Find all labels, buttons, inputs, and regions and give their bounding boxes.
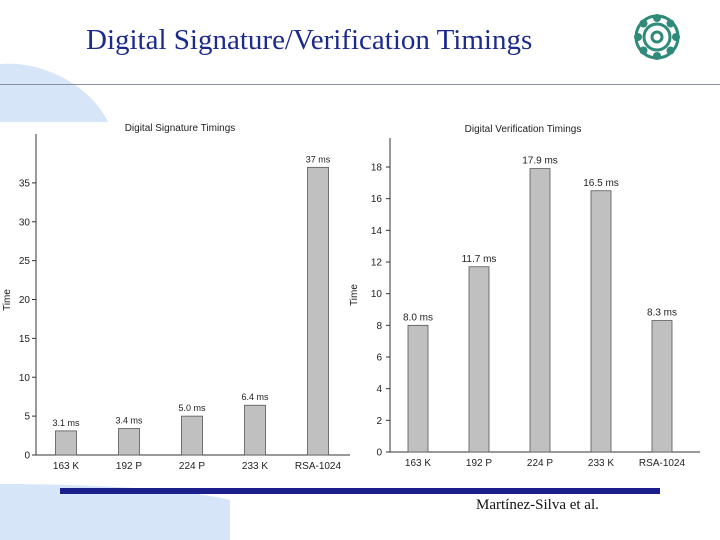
verification-y-tick-label: 10 (371, 289, 383, 300)
signature-bar-value-label: 5.0 ms (178, 403, 206, 413)
signature-bar-value-label: 3.4 ms (115, 416, 143, 426)
verification-bar-value-label: 8.3 ms (647, 308, 677, 319)
verification-category-label: 233 K (588, 458, 614, 469)
signature-bar (118, 428, 140, 456)
bottom-left-swoosh (0, 484, 230, 540)
verification-y-tick-label: 4 (376, 384, 382, 395)
verification-y-tick-label: 16 (371, 194, 383, 205)
verification-y-tick-label: 12 (371, 258, 383, 269)
signature-category-label: RSA-1024 (295, 461, 342, 472)
signature-chart-title: Digital Signature Timings (125, 123, 236, 134)
signature-category-label: 224 P (179, 461, 205, 472)
verification-bar (651, 320, 673, 453)
top-left-swoosh (0, 63, 108, 122)
signature-bar (307, 166, 329, 456)
footer-bar (60, 488, 660, 494)
verification-y-axis-label: Time (349, 284, 360, 306)
university-seal-logo (634, 14, 680, 60)
signature-bar-value-label: 6.4 ms (241, 392, 269, 402)
verification-bar (468, 266, 490, 453)
verification-category-label: 163 K (405, 458, 431, 469)
signature-y-tick-label: 25 (19, 256, 31, 267)
verification-category-label: 192 P (466, 458, 492, 469)
signature-y-tick-label: 35 (19, 178, 31, 189)
verification-bar-value-label: 8.0 ms (403, 312, 433, 323)
footer-author: Martínez-Silva et al. (476, 497, 599, 513)
title-divider (0, 84, 720, 85)
signature-y-tick-label: 30 (19, 217, 31, 228)
verification-bar-value-label: 17.9 ms (522, 156, 558, 167)
signature-y-tick-label: 10 (19, 373, 31, 384)
signature-bar-value-label: 37 ms (306, 154, 331, 164)
slide-title: Digital Signature/Verification Timings (86, 24, 533, 56)
signature-category-label: 233 K (242, 461, 268, 472)
verification-category-label: 224 P (527, 458, 553, 469)
signature-bar (181, 415, 203, 456)
signature-y-tick-label: 0 (24, 451, 30, 462)
verification-bar-value-label: 16.5 ms (583, 178, 619, 189)
signature-category-label: 192 P (116, 461, 142, 472)
verification-y-tick-label: 0 (376, 448, 382, 459)
verification-y-tick-label: 14 (371, 226, 383, 237)
signature-y-tick-label: 5 (24, 412, 30, 423)
verification-bar (529, 168, 551, 453)
signature-bar (244, 404, 266, 456)
signature-y-tick-label: 20 (19, 295, 31, 306)
signature-bar (55, 430, 77, 456)
verification-chart-title: Digital Verification Timings (465, 124, 582, 135)
verification-bar (590, 190, 612, 453)
signature-bar-value-label: 3.1 ms (52, 418, 80, 428)
signature-category-label: 163 K (53, 461, 79, 472)
verification-y-tick-label: 18 (371, 163, 383, 174)
verification-bar-value-label: 11.7 ms (462, 254, 497, 265)
verification-y-tick-label: 2 (376, 416, 382, 427)
signature-y-tick-label: 15 (19, 334, 31, 345)
signature-y-axis-label: Time (2, 289, 13, 311)
verification-y-tick-label: 8 (376, 321, 382, 332)
verification-bar (407, 324, 429, 453)
verification-category-label: RSA-1024 (639, 458, 686, 469)
verification-y-tick-label: 6 (376, 353, 382, 364)
